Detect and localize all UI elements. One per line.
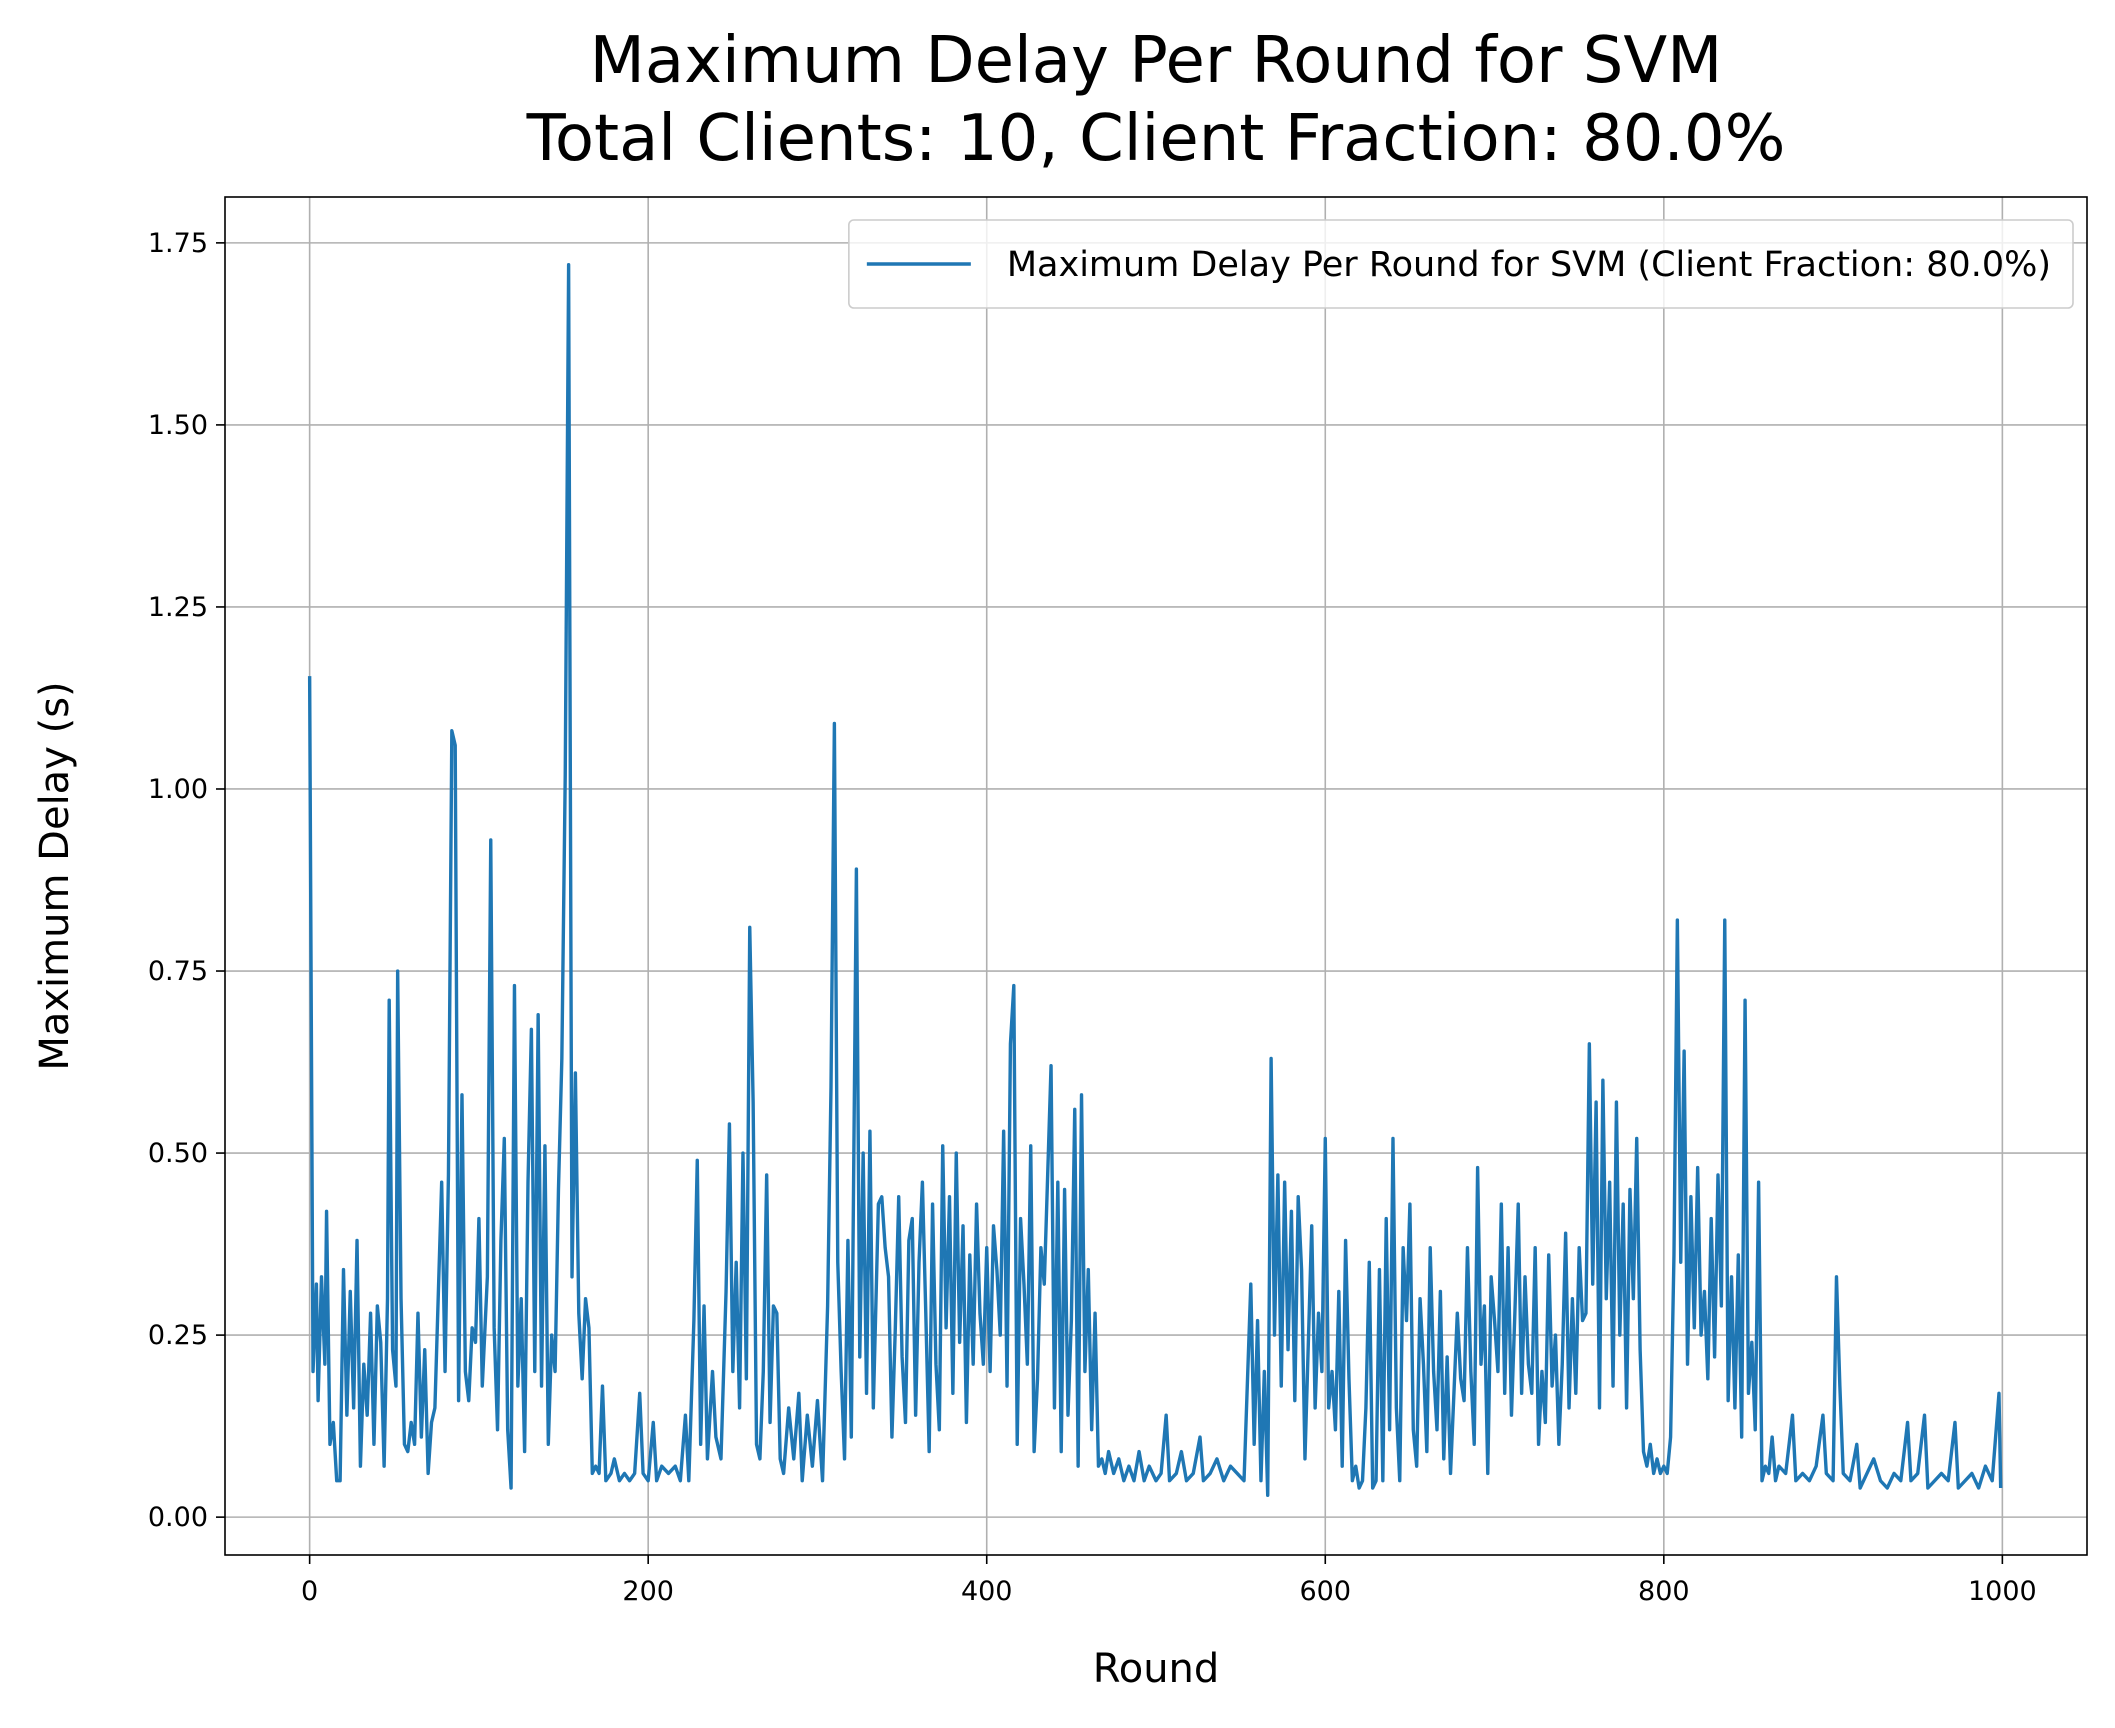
- y-tick-label: 0.50: [148, 1138, 208, 1169]
- x-tick-label: 600: [1299, 1576, 1351, 1607]
- legend: Maximum Delay Per Round for SVM (Client …: [848, 219, 2074, 309]
- y-tick-label: 0.00: [148, 1502, 208, 1533]
- legend-label: Maximum Delay Per Round for SVM (Client …: [1007, 245, 2051, 285]
- chart-title: Maximum Delay Per Round for SVM Total Cli…: [526, 24, 1786, 176]
- y-tick-label: 1.75: [148, 228, 208, 259]
- x-tick-label: 1000: [1968, 1576, 2037, 1607]
- y-tick-label: 1.25: [148, 592, 208, 623]
- y-tick-label: 0.75: [148, 956, 208, 987]
- x-tick-label: 200: [622, 1576, 674, 1607]
- y-tick-label: 1.50: [148, 410, 208, 441]
- x-tick-label: 400: [961, 1576, 1013, 1607]
- y-tick-label: 0.25: [148, 1320, 208, 1351]
- legend-box: [848, 219, 2074, 309]
- y-axis-label: Maximum Delay (s): [32, 681, 78, 1070]
- y-tick-label: 1.00: [148, 774, 208, 805]
- x-tick-label: 0: [301, 1576, 318, 1607]
- x-tick-label: 800: [1638, 1576, 1690, 1607]
- x-axis-label: Round: [1093, 1646, 1220, 1692]
- plot-frame: [224, 196, 2088, 1556]
- data-line: [307, 263, 2003, 1497]
